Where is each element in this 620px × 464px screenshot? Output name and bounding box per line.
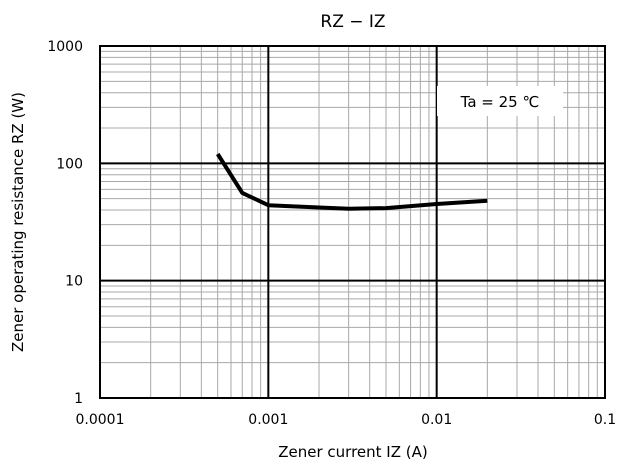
x-tick-label: 0.0001 [76,412,125,428]
x-tick-label: 0.001 [248,412,288,428]
y-tick-label: 10 [65,274,83,290]
x-tick-labels: 0.0001 0.001 0.01 0.1 [76,412,617,428]
minor-gridlines [100,46,605,398]
y-tick-label: 1000 [47,39,83,55]
series-group [216,152,488,211]
annotation-text: Ta = 25 ℃ [460,93,540,111]
annotation-box: Ta = 25 ℃ [437,86,563,116]
y-tick-label: 100 [56,156,83,172]
annotation-background [437,86,563,116]
series-line [216,152,488,211]
x-tick-label: 0.01 [421,412,452,428]
y-tick-label: 1 [74,391,83,407]
x-axis-label: Zener current IZ (A) [278,443,428,461]
y-axis-label: Zener operating resistance RZ (W) [9,92,27,352]
plot-area-frame [99,45,606,399]
chart-title: RZ − IZ [320,12,385,32]
y-tick-labels: 1 10 100 1000 [47,39,83,407]
x-tick-label: 0.1 [594,412,616,428]
